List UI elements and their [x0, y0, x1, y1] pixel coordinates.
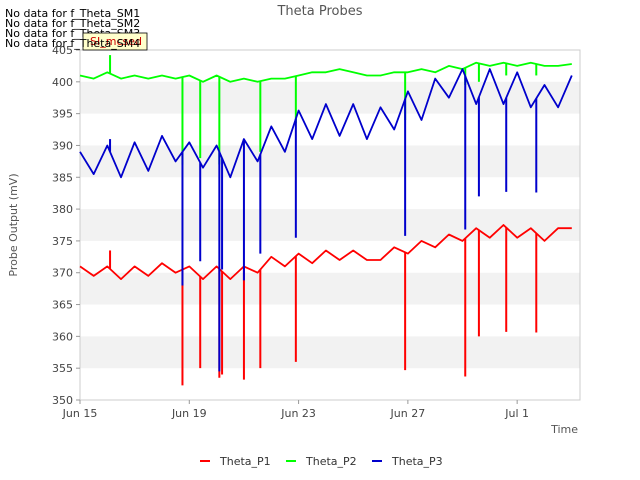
series-line — [79, 224, 572, 281]
series-line — [79, 68, 573, 179]
x-axis-ticks: Jun 15 Jun 19 Jun 23 Jun 27 Jul 1 — [62, 400, 529, 420]
y-tick-label: 385 — [52, 171, 73, 184]
y-tick-label: 365 — [52, 299, 73, 312]
grid-band — [80, 272, 580, 305]
chart-title: Theta Probes — [276, 4, 362, 19]
y-tick-label: 400 — [52, 76, 73, 89]
plot-frame — [79, 49, 581, 401]
series-layer — [79, 55, 573, 386]
series-theta-p3 — [79, 68, 573, 372]
y-tick-label: 395 — [52, 108, 73, 121]
y-tick-label: 350 — [52, 394, 73, 407]
grid-band — [80, 81, 580, 114]
y-axis-label: Probe Output (mV) — [7, 173, 20, 276]
legend-item: Theta_P2 — [286, 455, 357, 468]
x-axis-label: Time — [550, 423, 578, 436]
x-tick-label: Jun 19 — [171, 407, 207, 420]
y-tick-label: 390 — [52, 139, 73, 152]
no-data-message: No data for f_Theta_SM1 — [5, 7, 140, 20]
y-tick-label: 355 — [52, 362, 73, 375]
legend-item: Theta_P1 — [200, 455, 271, 468]
legend-item: Theta_P3 — [372, 455, 443, 468]
y-tick-label: 375 — [52, 235, 73, 248]
x-tick-label: Jul 1 — [504, 407, 529, 420]
badge-label: SI_mcsed — [90, 35, 142, 48]
x-tick-label: Jun 15 — [62, 407, 98, 420]
legend-label: Theta_P2 — [305, 455, 357, 468]
y-tick-label: 380 — [52, 203, 73, 216]
series-line — [79, 61, 572, 83]
x-tick-label: Jun 27 — [390, 407, 426, 420]
grid-band — [80, 209, 580, 241]
legend-label: Theta_P3 — [391, 455, 443, 468]
y-tick-label: 405 — [52, 44, 73, 57]
grid-band — [80, 145, 580, 178]
no-data-message: No data for f_Theta_SM2 — [5, 17, 140, 30]
grid-bands — [80, 81, 580, 369]
legend-label: Theta_P1 — [219, 455, 271, 468]
y-tick-label: 360 — [52, 330, 73, 343]
no-data-messages: No data for f_Theta_SM1 No data for f_Th… — [5, 7, 148, 51]
no-data-message: No data for f_Theta_SM4 — [5, 37, 140, 50]
y-axis-ticks: 350 355 360 365 370 375 380 385 390 395 400 405 — [52, 44, 80, 407]
x-tick-label: Jun 23 — [280, 407, 316, 420]
badge-box — [82, 32, 148, 51]
grid-band — [80, 336, 580, 369]
y-tick-label: 370 — [52, 267, 73, 280]
legend: Theta_P1 Theta_P2 Theta_P3 — [200, 455, 443, 468]
